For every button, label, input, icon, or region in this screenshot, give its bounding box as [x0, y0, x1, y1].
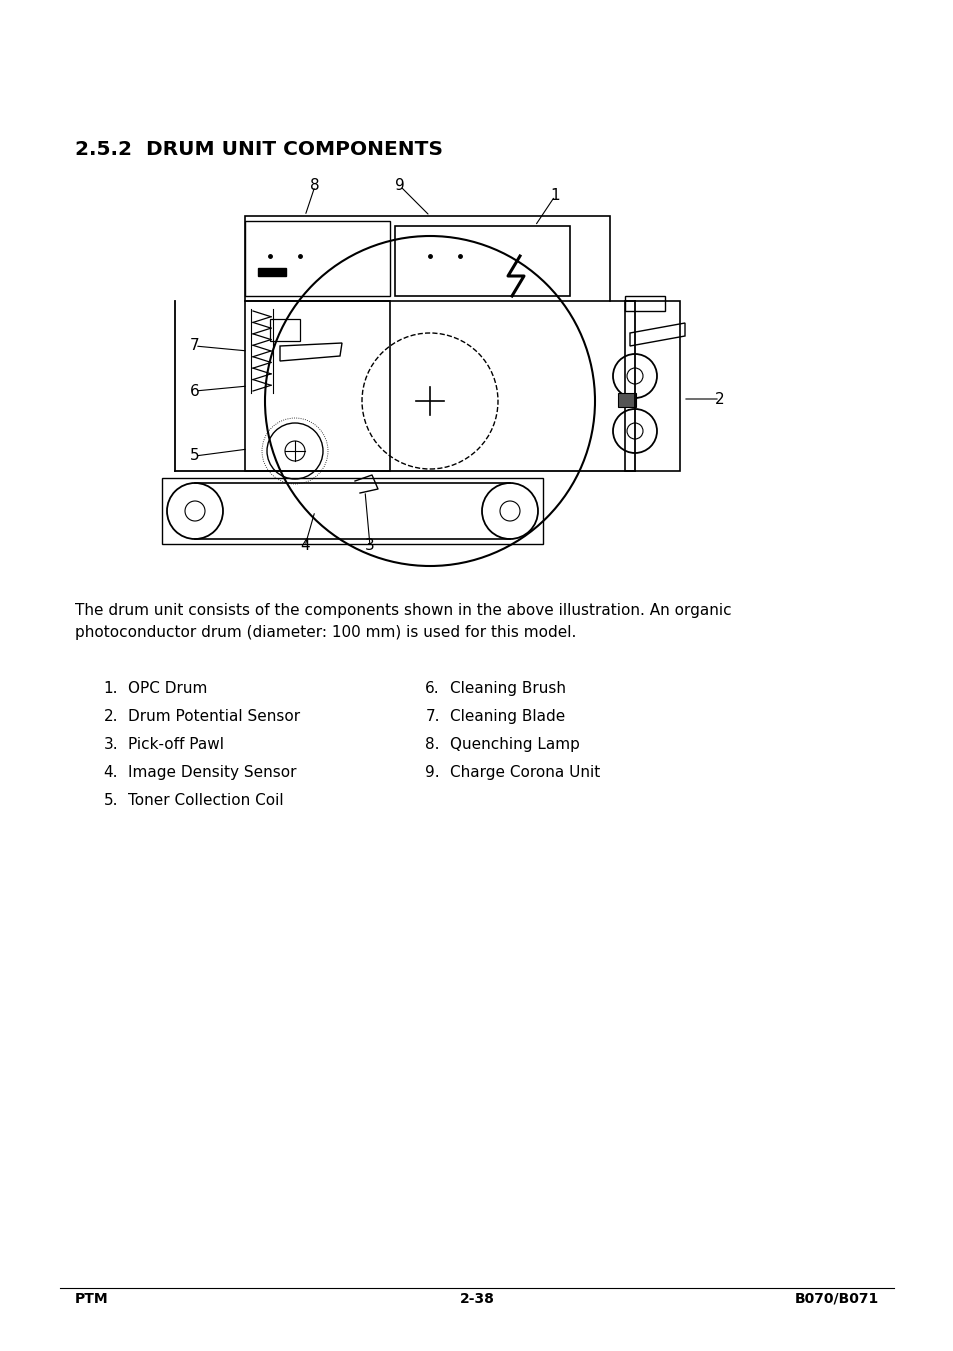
Text: Pick-off Pawl: Pick-off Pawl: [128, 738, 224, 753]
Text: 7: 7: [190, 339, 199, 354]
Text: 9: 9: [395, 178, 404, 193]
Text: Quenching Lamp: Quenching Lamp: [450, 738, 579, 753]
Text: Cleaning Blade: Cleaning Blade: [450, 709, 565, 724]
Text: The drum unit consists of the components shown in the above illustration. An org: The drum unit consists of the components…: [75, 603, 731, 617]
Text: 4.: 4.: [103, 765, 118, 780]
Text: 4: 4: [300, 539, 310, 554]
Text: Drum Potential Sensor: Drum Potential Sensor: [128, 709, 300, 724]
Text: 2.5.2  DRUM UNIT COMPONENTS: 2.5.2 DRUM UNIT COMPONENTS: [75, 141, 442, 159]
Text: 3.: 3.: [103, 738, 118, 753]
Text: 2-38: 2-38: [459, 1292, 494, 1306]
Text: 2: 2: [715, 392, 724, 407]
Text: 5: 5: [190, 449, 199, 463]
FancyBboxPatch shape: [618, 393, 636, 407]
Text: 8.: 8.: [425, 738, 439, 753]
Text: 8: 8: [310, 178, 319, 193]
Text: 6.: 6.: [425, 681, 439, 696]
Text: Toner Collection Coil: Toner Collection Coil: [128, 793, 283, 808]
Text: 9.: 9.: [425, 765, 439, 780]
Text: PTM: PTM: [75, 1292, 109, 1306]
Text: Charge Corona Unit: Charge Corona Unit: [450, 765, 599, 780]
Text: Cleaning Brush: Cleaning Brush: [450, 681, 565, 696]
Text: 6: 6: [190, 384, 200, 399]
FancyBboxPatch shape: [257, 267, 286, 276]
Text: 1.: 1.: [103, 681, 118, 696]
Text: 5.: 5.: [103, 793, 118, 808]
Text: photoconductor drum (diameter: 100 mm) is used for this model.: photoconductor drum (diameter: 100 mm) i…: [75, 626, 576, 640]
Text: OPC Drum: OPC Drum: [128, 681, 207, 696]
Text: 7.: 7.: [425, 709, 439, 724]
Text: B070/B071: B070/B071: [794, 1292, 878, 1306]
Text: 3: 3: [365, 539, 375, 554]
Text: Image Density Sensor: Image Density Sensor: [128, 765, 296, 780]
Text: 2.: 2.: [103, 709, 118, 724]
Text: 1: 1: [550, 189, 559, 204]
